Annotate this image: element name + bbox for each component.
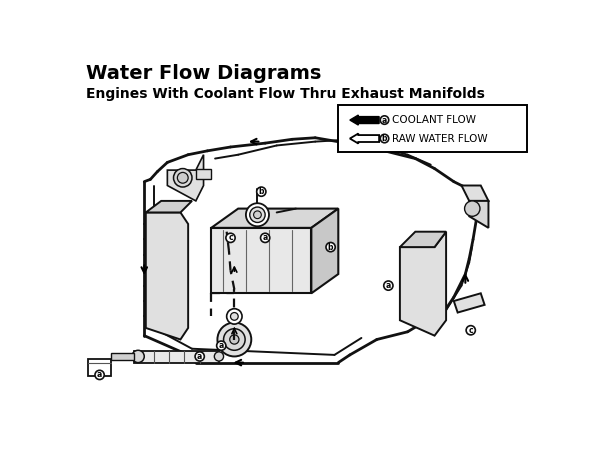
Text: a: a xyxy=(218,341,224,350)
Circle shape xyxy=(178,172,188,183)
Polygon shape xyxy=(311,208,338,293)
Circle shape xyxy=(217,341,226,350)
Polygon shape xyxy=(111,354,134,359)
Circle shape xyxy=(217,323,251,356)
Circle shape xyxy=(380,116,389,124)
Text: c: c xyxy=(228,233,233,243)
Circle shape xyxy=(246,203,269,226)
Polygon shape xyxy=(167,155,203,201)
Polygon shape xyxy=(196,168,211,179)
Text: Engines With Coolant Flow Thru Exhaust Manifolds: Engines With Coolant Flow Thru Exhaust M… xyxy=(86,87,485,101)
Circle shape xyxy=(384,281,393,290)
Polygon shape xyxy=(134,351,219,363)
Circle shape xyxy=(464,201,480,216)
Text: a: a xyxy=(97,370,102,379)
Text: COOLANT FLOW: COOLANT FLOW xyxy=(392,115,476,125)
Polygon shape xyxy=(211,228,311,293)
Polygon shape xyxy=(146,212,188,339)
Circle shape xyxy=(250,207,265,222)
Circle shape xyxy=(260,233,270,243)
Circle shape xyxy=(230,335,239,344)
Circle shape xyxy=(132,350,144,363)
Polygon shape xyxy=(469,201,488,228)
Circle shape xyxy=(257,187,266,196)
Text: b: b xyxy=(259,187,264,196)
Polygon shape xyxy=(461,186,488,201)
Circle shape xyxy=(195,352,205,361)
Polygon shape xyxy=(211,208,338,228)
Text: b: b xyxy=(328,243,334,252)
Text: a: a xyxy=(263,233,268,243)
Polygon shape xyxy=(400,232,446,247)
Polygon shape xyxy=(454,293,485,313)
Text: a: a xyxy=(386,281,391,290)
FancyArrow shape xyxy=(350,115,379,125)
Circle shape xyxy=(214,352,224,361)
Circle shape xyxy=(230,313,238,320)
Text: b: b xyxy=(382,134,387,143)
Text: Water Flow Diagrams: Water Flow Diagrams xyxy=(86,64,321,83)
Text: a: a xyxy=(197,352,202,361)
Circle shape xyxy=(466,326,475,335)
Circle shape xyxy=(254,211,262,218)
Circle shape xyxy=(95,370,104,379)
FancyArrow shape xyxy=(350,133,379,143)
Text: c: c xyxy=(469,326,473,335)
Text: RAW WATER FLOW: RAW WATER FLOW xyxy=(392,133,488,143)
Bar xyxy=(88,359,111,376)
Polygon shape xyxy=(146,201,192,212)
Polygon shape xyxy=(400,232,446,336)
Circle shape xyxy=(226,233,235,243)
Circle shape xyxy=(173,168,192,187)
Circle shape xyxy=(227,308,242,324)
Circle shape xyxy=(380,134,389,143)
Bar xyxy=(338,105,527,152)
Circle shape xyxy=(326,243,335,252)
Circle shape xyxy=(224,329,245,350)
Text: a: a xyxy=(382,116,387,125)
